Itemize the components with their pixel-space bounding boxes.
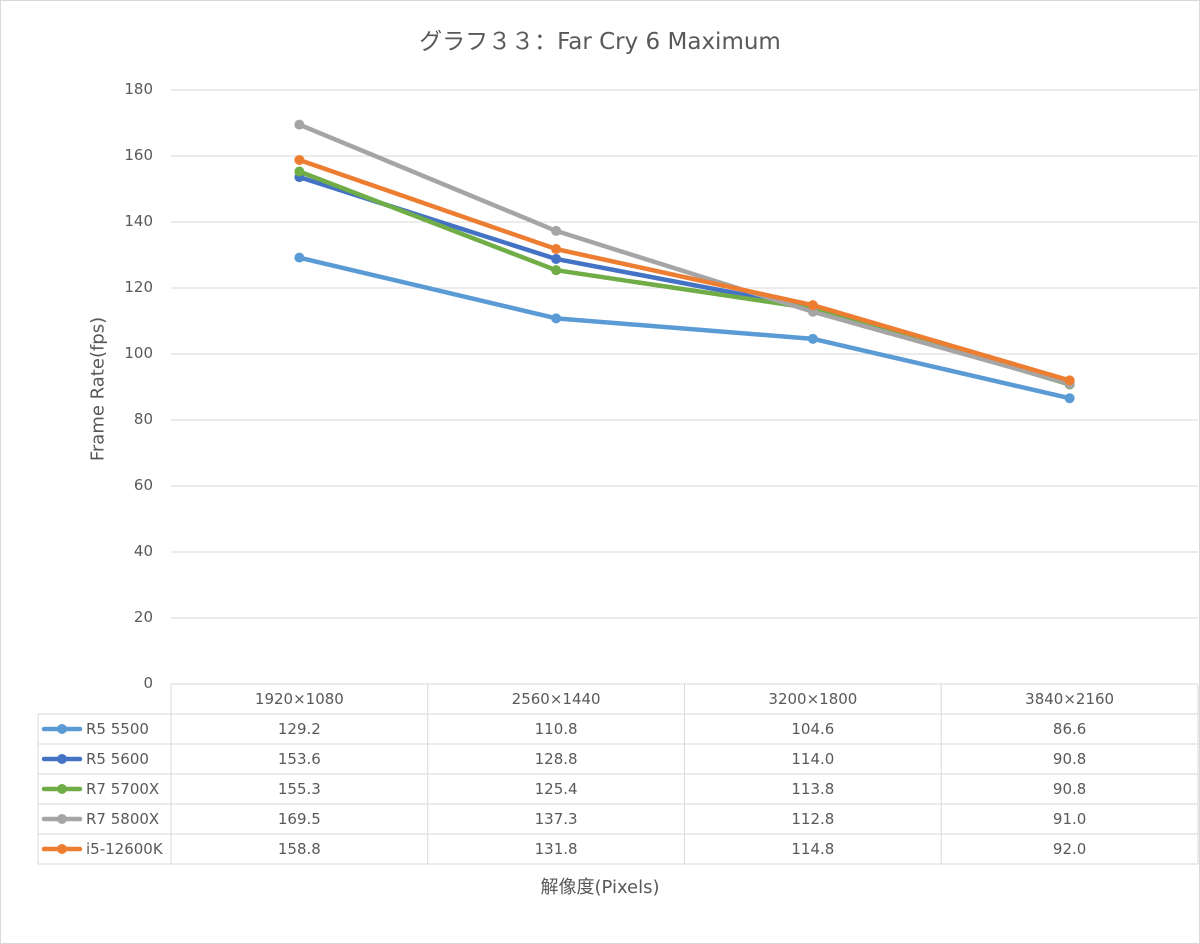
series-label-3: R7 5800X <box>86 810 160 828</box>
data-label-4-2: 114.8 <box>791 840 835 858</box>
series-line-3 <box>297 122 1072 386</box>
x-category-label-0: 1920×1080 <box>254 690 344 708</box>
data-point-0-1 <box>551 313 562 324</box>
data-label-2-3: 90.8 <box>1052 780 1087 798</box>
data-label-2-2: 113.8 <box>791 780 835 798</box>
data-label-3-0: 169.5 <box>277 810 321 828</box>
x-category-label-3: 3840×2160 <box>1025 690 1115 708</box>
data-point-3-0 <box>294 119 305 130</box>
legend-key-marker-2 <box>57 784 67 794</box>
series-label-4: i5-12600K <box>86 840 163 858</box>
data-label-2-1: 125.4 <box>534 780 578 798</box>
data-label-0-2: 104.6 <box>791 720 835 738</box>
series-label-0: R5 5500 <box>86 720 149 738</box>
data-label-4-1: 131.8 <box>534 840 578 858</box>
series-line-4 <box>297 157 1072 383</box>
data-label-2-0: 155.3 <box>277 780 321 798</box>
y-tick-label-140: 140 <box>124 212 153 230</box>
y-tick-label-100: 100 <box>124 344 153 362</box>
data-point-3-1 <box>551 225 562 236</box>
data-label-4-3: 92.0 <box>1052 840 1087 858</box>
series-label-1: R5 5600 <box>86 750 149 768</box>
data-label-3-3: 91.0 <box>1052 810 1087 828</box>
legend-key-marker-0 <box>57 724 67 734</box>
y-tick-label-60: 60 <box>133 476 153 494</box>
data-label-1-1: 128.8 <box>534 750 578 768</box>
data-point-2-1 <box>551 265 562 276</box>
series-line-0 <box>297 255 1072 401</box>
chart-title: グラフ３３：Far Cry 6 Maximum <box>419 29 781 55</box>
y-tick-label-20: 20 <box>133 608 153 626</box>
data-point-4-0 <box>294 154 305 165</box>
data-label-0-3: 86.6 <box>1052 720 1087 738</box>
x-category-label-2: 3200×1800 <box>768 690 858 708</box>
data-label-0-1: 110.8 <box>534 720 578 738</box>
legend-key-marker-4 <box>57 844 67 854</box>
legend-key-marker-3 <box>57 814 67 824</box>
data-point-4-3 <box>1064 375 1075 386</box>
data-point-2-0 <box>294 166 305 177</box>
y-tick-label-80: 80 <box>133 410 153 428</box>
y-tick-label-40: 40 <box>133 542 153 560</box>
data-point-4-2 <box>807 300 818 311</box>
legend-key-marker-1 <box>57 754 67 764</box>
y-tick-label-180: 180 <box>124 80 153 98</box>
data-point-0-2 <box>807 333 818 344</box>
data-label-1-2: 114.0 <box>791 750 835 768</box>
series-label-2: R7 5700X <box>86 780 160 798</box>
data-label-1-0: 153.6 <box>277 750 321 768</box>
y-tick-label-160: 160 <box>124 146 153 164</box>
y-axis-label: Frame Rate(fps) <box>87 316 109 462</box>
x-axis-label: 解像度(Pixels) <box>540 877 660 898</box>
data-label-0-0: 129.2 <box>277 720 321 738</box>
x-category-label-1: 2560×1440 <box>511 690 601 708</box>
y-tick-label-0: 0 <box>143 674 153 692</box>
data-label-4-0: 158.8 <box>277 840 321 858</box>
data-label-3-2: 112.8 <box>791 810 835 828</box>
data-point-1-1 <box>551 253 562 264</box>
data-point-4-1 <box>551 244 562 255</box>
data-label-3-1: 137.3 <box>534 810 578 828</box>
data-label-1-3: 90.8 <box>1052 750 1087 768</box>
y-tick-label-120: 120 <box>124 278 153 296</box>
data-point-0-0 <box>294 252 305 263</box>
data-point-0-3 <box>1064 393 1075 404</box>
